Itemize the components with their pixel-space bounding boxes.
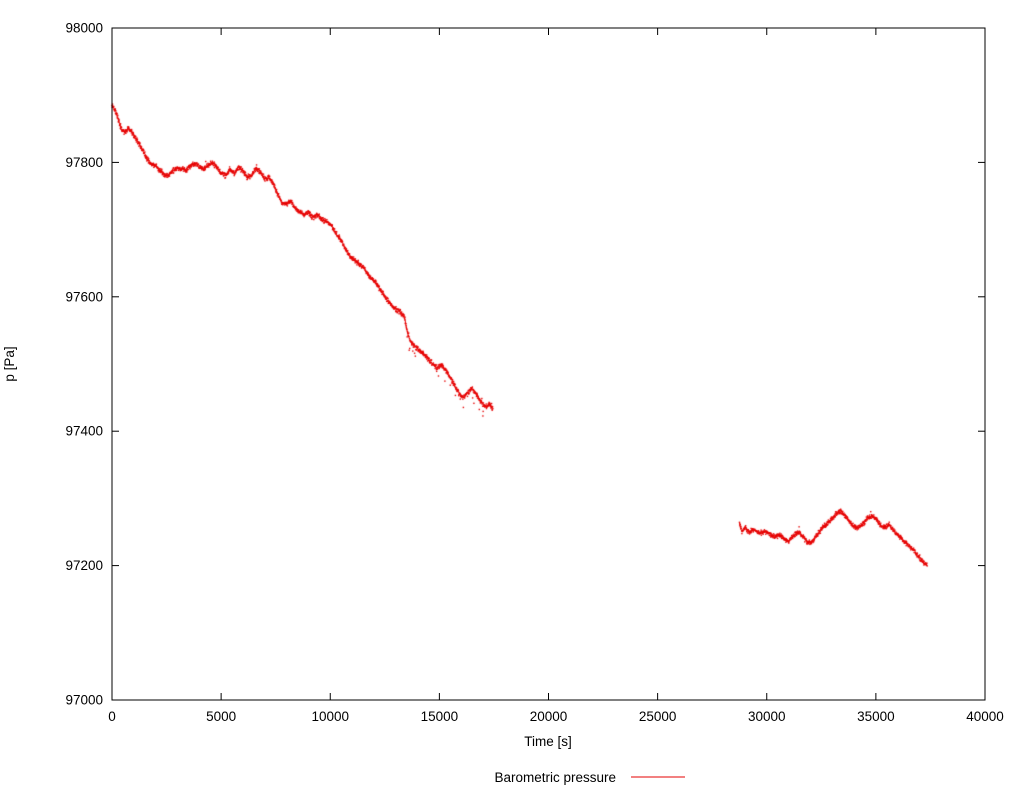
data-points-layer bbox=[0, 0, 1024, 800]
chart-screen: 0 5000 10000 15000 20000 25000 30000 35000 40000… bbox=[0, 0, 1024, 800]
